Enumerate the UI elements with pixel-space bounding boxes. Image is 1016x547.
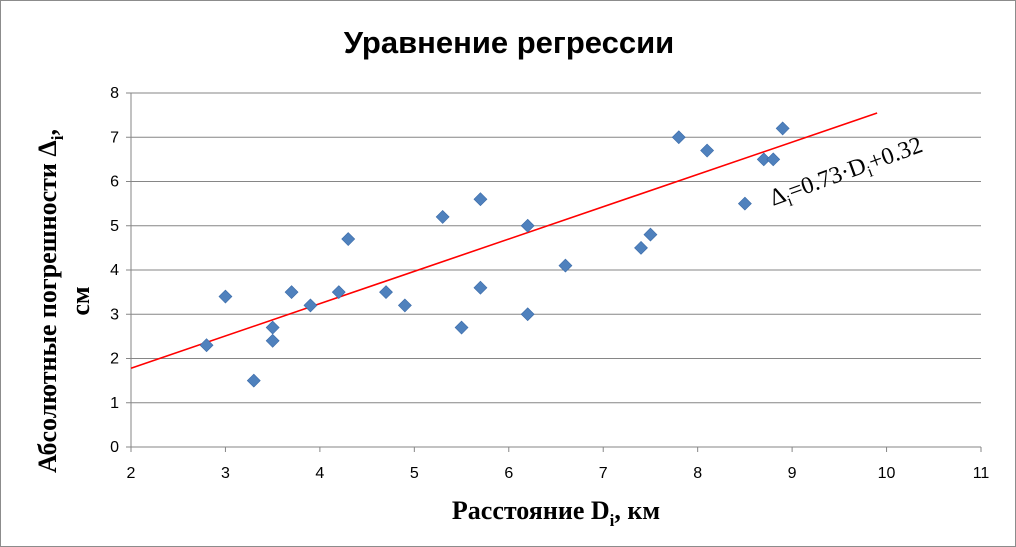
y-tick-label: 6 — [110, 174, 119, 191]
data-point — [775, 121, 790, 136]
gridlines — [131, 92, 981, 404]
data-point — [473, 280, 488, 295]
eq-tail: +0.32 — [865, 132, 926, 175]
x-tick-label: 11 — [973, 465, 990, 482]
data-point — [520, 218, 535, 233]
data-point — [379, 285, 393, 300]
data-point — [265, 333, 280, 348]
chart-title: Уравнение регрессии — [344, 25, 674, 60]
data-point — [520, 307, 535, 322]
x-tick-label: 3 — [221, 465, 230, 482]
y-tick-label: 1 — [110, 395, 119, 412]
data-points — [199, 121, 790, 388]
y-axis-title-tail: , — [33, 129, 62, 136]
x-tick-label: 2 — [127, 465, 136, 482]
y-tick-label: 8 — [110, 85, 119, 102]
data-point — [331, 285, 346, 300]
data-point — [558, 258, 573, 273]
tick-labels: 0 1 2 3 4 5 6 7 8 2 3 4 5 6 7 8 9 10 11 — [110, 85, 989, 482]
data-point — [218, 289, 233, 304]
regression-equation: Δi=0.73·Di+0.32 — [766, 132, 927, 215]
data-point — [473, 192, 488, 207]
data-point — [671, 130, 686, 145]
x-axis-title-main: Расстояние D — [452, 496, 610, 525]
data-point — [303, 298, 318, 313]
data-point — [284, 285, 299, 300]
eq-sub-2: i — [865, 163, 876, 181]
y-tick-label: 7 — [110, 129, 119, 146]
y-axis-title-line1: Абсолютные погрешности Δi, — [33, 129, 67, 473]
x-axis-title-sub: i — [610, 511, 615, 530]
axes — [126, 92, 982, 452]
y-tick-label: 4 — [110, 262, 119, 279]
regression-trendline — [130, 112, 878, 369]
eq-sub-1: i — [785, 192, 796, 210]
x-tick-label: 7 — [599, 465, 608, 482]
x-tick-label: 4 — [315, 465, 324, 482]
y-tick-label: 2 — [110, 351, 119, 368]
data-point — [435, 209, 450, 224]
data-point — [341, 232, 356, 246]
x-tick-label: 6 — [504, 465, 513, 482]
y-axis-title-line2: см — [66, 286, 95, 315]
data-point — [265, 320, 280, 335]
y-tick-label: 0 — [110, 439, 119, 456]
data-point — [643, 227, 658, 242]
y-axis-title-sub: i — [48, 135, 67, 140]
data-point — [634, 240, 648, 255]
y-axis-title-main: Абсолютные погрешности Δ — [33, 140, 62, 473]
trendline-group — [130, 112, 878, 369]
data-point — [397, 298, 412, 313]
data-point — [700, 143, 715, 158]
x-tick-label: 10 — [878, 465, 896, 482]
y-tick-label: 3 — [110, 306, 119, 323]
x-axis-title: Расстояние Di, км — [452, 496, 660, 530]
y-tick-label: 5 — [110, 218, 119, 235]
data-point — [454, 320, 469, 335]
data-point — [737, 196, 752, 211]
eq-middle: =0.73·D — [785, 153, 870, 205]
x-axis-title-tail: , км — [614, 496, 660, 525]
data-point — [766, 152, 781, 167]
data-point — [246, 373, 261, 388]
x-tick-label: 5 — [410, 465, 419, 482]
x-tick-label: 9 — [788, 465, 797, 482]
data-point — [756, 152, 771, 167]
x-tick-label: 8 — [693, 465, 702, 482]
data-point — [199, 338, 214, 353]
